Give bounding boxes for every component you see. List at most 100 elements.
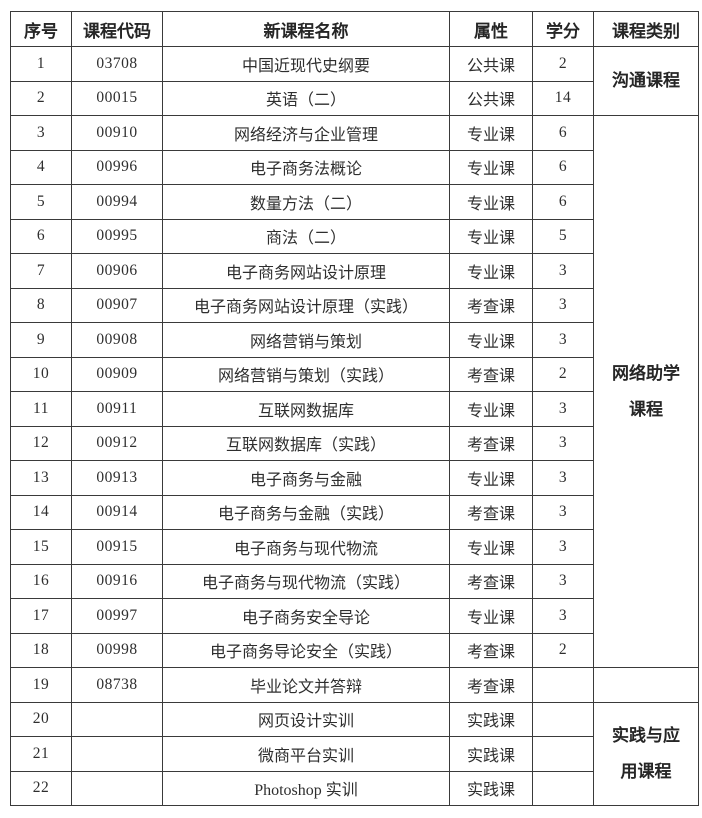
category-line: 课程 (629, 399, 663, 419)
category-line: 沟通课程 (612, 71, 680, 91)
cell-code: 00995 (71, 218, 163, 254)
cell-name: 电子商务与现代物流 (162, 529, 450, 565)
cell-no: 8 (10, 287, 72, 323)
table-row: 13 00913 电子商务与金融 专业课 3 (10, 460, 699, 496)
cell-attr: 考查课 (449, 667, 533, 703)
cell-credit (532, 770, 594, 806)
cell-code (71, 736, 163, 772)
cell-code: 08738 (71, 667, 163, 703)
cell-attr: 考查课 (449, 632, 533, 668)
cell-code: 00908 (71, 322, 163, 358)
header-credit: 学分 (532, 11, 594, 47)
cell-no: 15 (10, 529, 72, 565)
cell-credit: 6 (532, 115, 594, 151)
cell-name: 互联网数据库 (162, 391, 450, 427)
cell-no: 19 (10, 667, 72, 703)
cell-credit: 3 (532, 460, 594, 496)
cell-no: 2 (10, 80, 72, 116)
category-line: 网络助学 (612, 363, 680, 383)
cell-name: 互联网数据库（实践） (162, 425, 450, 461)
cell-attr: 考查课 (449, 425, 533, 461)
cell-name: 中国近现代史纲要 (162, 46, 450, 82)
table-row: 1 03708 中国近现代史纲要 公共课 2 沟通课程 (10, 46, 699, 116)
cell-code: 00916 (71, 563, 163, 599)
cell-no: 3 (10, 115, 72, 151)
cell-attr: 专业课 (449, 391, 533, 427)
cell-code: 00907 (71, 287, 163, 323)
cell-name: 英语（二） (162, 80, 450, 116)
cell-no: 4 (10, 149, 72, 185)
cell-credit: 5 (532, 218, 594, 254)
cell-name: 微商平台实训 (162, 736, 450, 772)
cell-name: 电子商务与金融 (162, 460, 450, 496)
header-name: 新课程名称 (162, 11, 450, 47)
cell-no: 17 (10, 598, 72, 634)
cell-credit: 14 (532, 80, 594, 116)
header-attr: 属性 (449, 11, 533, 47)
cell-code: 00015 (71, 80, 163, 116)
cell-code: 03708 (71, 46, 163, 82)
cell-credit (532, 667, 594, 703)
cell-name: 电子商务网站设计原理（实践） (162, 287, 450, 323)
cell-credit: 3 (532, 529, 594, 565)
category-line: 用课程 (620, 761, 672, 781)
table-row: 7 00906 电子商务网站设计原理 专业课 3 (10, 253, 699, 289)
cell-no: 9 (10, 322, 72, 358)
cell-category (593, 667, 699, 703)
cell-category: 网络助学 课程 (593, 115, 699, 668)
cell-attr: 考查课 (449, 287, 533, 323)
cell-no: 22 (10, 770, 72, 806)
cell-no: 21 (10, 736, 72, 772)
cell-no: 5 (10, 184, 72, 220)
cell-code: 00994 (71, 184, 163, 220)
cell-no: 13 (10, 460, 72, 496)
table-row: 21 微商平台实训 实践课 (10, 736, 699, 772)
cell-no: 11 (10, 391, 72, 427)
cell-no: 6 (10, 218, 72, 254)
cell-attr: 专业课 (449, 529, 533, 565)
cell-name: 网络营销与策划 (162, 322, 450, 358)
table-row: 10 00909 网络营销与策划（实践） 考查课 2 (10, 356, 699, 392)
table-row: 14 00914 电子商务与金融（实践） 考查课 3 (10, 494, 699, 530)
cell-code: 00913 (71, 460, 163, 496)
cell-name: 电子商务导论安全（实践） (162, 632, 450, 668)
table-row: 12 00912 互联网数据库（实践） 考查课 3 (10, 425, 699, 461)
cell-name: 电子商务与金融（实践） (162, 494, 450, 530)
cell-code: 00997 (71, 598, 163, 634)
cell-attr: 专业课 (449, 149, 533, 185)
cell-no: 16 (10, 563, 72, 599)
category-line: 实践与应 (612, 726, 680, 746)
cell-credit: 3 (532, 598, 594, 634)
cell-attr: 考查课 (449, 563, 533, 599)
cell-category: 沟通课程 (593, 46, 699, 116)
table-row: 5 00994 数量方法（二） 专业课 6 (10, 184, 699, 220)
cell-code (71, 701, 163, 737)
cell-attr: 专业课 (449, 322, 533, 358)
cell-code: 00912 (71, 425, 163, 461)
cell-code: 00998 (71, 632, 163, 668)
cell-no: 18 (10, 632, 72, 668)
cell-attr: 考查课 (449, 356, 533, 392)
header-code: 课程代码 (71, 11, 163, 47)
cell-name: Photoshop 实训 (162, 770, 450, 806)
cell-name: 网络营销与策划（实践） (162, 356, 450, 392)
cell-credit: 6 (532, 149, 594, 185)
course-table-body: 1 03708 中国近现代史纲要 公共课 2 沟通课程 2 00015 英语（二） 公共课 14 3 0… (10, 46, 699, 806)
cell-attr: 考查课 (449, 494, 533, 530)
cell-name: 电子商务安全导论 (162, 598, 450, 634)
cell-code: 00911 (71, 391, 163, 427)
header-no: 序号 (10, 11, 72, 47)
cell-attr: 专业课 (449, 115, 533, 151)
cell-code: 00996 (71, 149, 163, 185)
cell-no: 7 (10, 253, 72, 289)
table-row: 15 00915 电子商务与现代物流 专业课 3 (10, 529, 699, 565)
cell-name: 电子商务法概论 (162, 149, 450, 185)
course-table: 序号 课程代码 新课程名称 属性 学分 课程类别 1 03708 中国近现代史纲要公… (10, 11, 699, 806)
cell-name: 电子商务与现代物流（实践） (162, 563, 450, 599)
table-row: 4 00996 电子商务法概论 专业课 6 (10, 149, 699, 185)
cell-credit: 3 (532, 322, 594, 358)
cell-no: 1 (10, 46, 72, 82)
cell-name: 数量方法（二） (162, 184, 450, 220)
cell-name: 商法（二） (162, 218, 450, 254)
table-row: 17 00997 电子商务安全导论 专业课 3 (10, 598, 699, 634)
